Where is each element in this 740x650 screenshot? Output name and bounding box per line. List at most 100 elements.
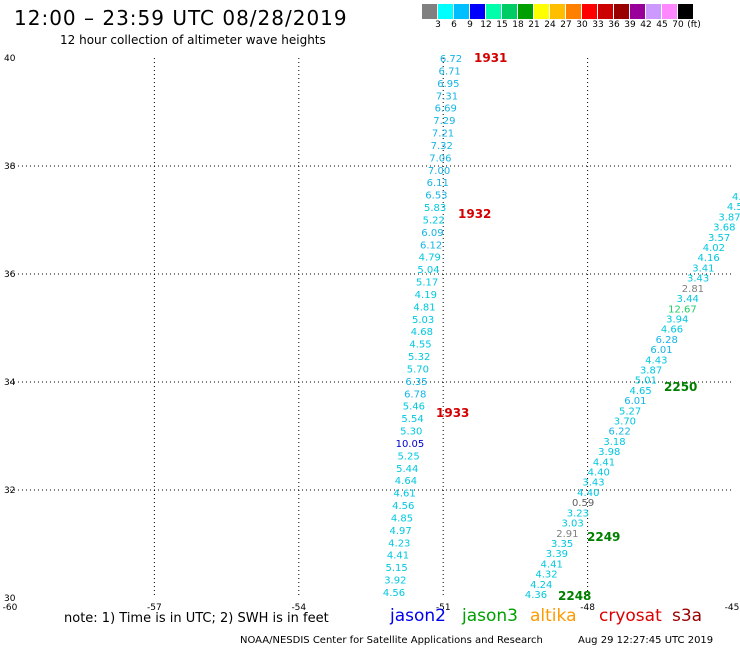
wave-height-value: 5.25 [397,451,419,462]
page-title: 12:00 – 23:59 UTC 08/28/2019 [14,6,348,30]
legend-cryosat: cryosat [599,606,662,626]
wave-height-value: 6.71 [439,66,461,77]
color-scale-label: 42 [640,20,652,30]
wave-height-value: 6.12 [420,240,442,251]
wave-height-value: 3.43 [687,274,709,285]
wave-height-value: 4.02 [703,243,725,254]
wave-height-value: 3.94 [666,314,688,325]
wave-height-value: 6.53 [425,191,447,202]
wave-height-value: 5.15 [386,563,408,574]
color-swatch [678,4,694,19]
color-scale-label: 27 [560,20,572,30]
latitude-tick-label: 36 [4,270,16,280]
wave-height-value: 4.40 [588,468,610,479]
wave-height-value: 4.68 [411,327,433,338]
wave-height-value: 2.81 [682,284,704,295]
wave-height-value: 6.78 [404,389,426,400]
wave-height-value: 12.67 [668,304,697,315]
page-subtitle: 12 hour collection of altimeter wave hei… [60,33,326,47]
wave-height-value: 3.92 [384,576,406,587]
wave-height-value: 6.01 [624,396,646,407]
wave-height-value: 7.31 [436,91,458,102]
wave-height-value: 5.03 [412,315,434,326]
wave-height-value: 4.5 [732,192,740,203]
credit-line: NOAA/NESDIS Center for Satellite Applica… [240,635,543,646]
color-swatch [486,4,502,19]
pass-time-labels: 1931 1932 1933 2250 2249 2248 [436,51,697,603]
color-swatch [630,4,646,19]
wave-height-value: 0.59 [572,498,594,509]
color-scale-label: 24 [544,20,556,30]
color-scale-label: 33 [592,20,604,30]
wave-height-value: 4.56 [383,588,405,599]
wave-height-value: 3.87 [640,365,662,376]
color-scale-label: (ft) [687,20,701,30]
wave-height-value: 4.43 [645,355,667,366]
wave-height-value: 4.41 [541,559,563,570]
wave-height-value: 4.5 [727,202,740,213]
color-scale-label: 30 [576,20,588,30]
wave-height-value: 6.69 [435,104,457,115]
latitude-tick-label: 40 [4,54,16,64]
latitude-tick-label: 32 [4,486,15,496]
wave-height-value: 7.21 [432,129,454,140]
wave-height-value: 6.35 [405,377,427,388]
legend-altika: altika [530,606,577,626]
color-swatch [598,4,614,19]
wave-height-value: 7.00 [428,166,450,177]
longitude-tick-label: -57 [147,603,162,613]
wave-height-value: 3.03 [561,519,583,530]
wave-height-value: 5.22 [423,215,445,226]
wave-height-value: 3.23 [567,508,589,519]
color-scale-label: 45 [656,20,668,30]
wave-height-value: 4.61 [393,489,415,500]
pass-time-label: 1933 [436,406,469,420]
longitude-tick-label: -45 [725,603,740,613]
wave-height-value: 7.29 [433,116,455,127]
pass-time-label: 1931 [474,51,507,65]
wave-height-value: 6.95 [437,79,459,90]
wave-height-value: 7.06 [429,153,451,164]
wave-height-value: 3.87 [718,212,740,223]
wave-height-value: 4.41 [387,551,409,562]
wave-height-value: 4.41 [593,457,615,468]
color-scale-label: 3 [435,20,441,30]
color-scale-bar [422,4,694,20]
color-swatch [662,4,678,19]
color-scale-label: 21 [528,20,540,30]
color-swatch [646,4,662,19]
wave-height-value: 3.68 [713,223,735,234]
wave-height-value: 6.09 [421,228,443,239]
wave-height-value: 2.91 [556,529,578,540]
wave-height-value: 6.72 [440,54,462,65]
color-swatch [550,4,566,19]
color-scale-label: 36 [608,20,620,30]
longitude-tick-label: -60 [3,603,18,613]
color-swatch [614,4,630,19]
color-scale-label: 39 [624,20,636,30]
color-scale-label: 15 [496,20,508,30]
wave-height-value: 3.18 [603,437,625,448]
wave-height-value: 7.32 [431,141,453,152]
wave-height-value: 4.55 [409,340,431,351]
wave-height-value: 4.56 [392,501,414,512]
wave-height-value: 3.98 [598,447,620,458]
wave-height-value: 4.23 [388,538,410,549]
wave-height-value: 3.57 [708,233,730,244]
wave-height-value: 4.19 [415,290,437,301]
latitude-tick-label: 34 [4,378,16,388]
color-swatch [582,4,598,19]
longitude-tick-label: -48 [580,603,595,613]
longitude-tick-label: -51 [436,603,451,613]
wave-height-value: 4.40 [577,488,599,499]
color-swatch [470,4,486,19]
latitude-tick-label: 38 [4,162,16,172]
pass-time-label: 1932 [458,207,491,221]
wave-height-value: 5.83 [424,203,446,214]
wave-height-value: 4.36 [525,590,547,601]
map-axis-labels: -60 -57 -54 -51 -48 -45 30 32 34 36 38 40 [3,54,740,613]
pass-time-label: 2248 [558,589,591,603]
wave-height-value: 5.01 [635,376,657,387]
wave-height-value: 5.04 [417,265,439,276]
